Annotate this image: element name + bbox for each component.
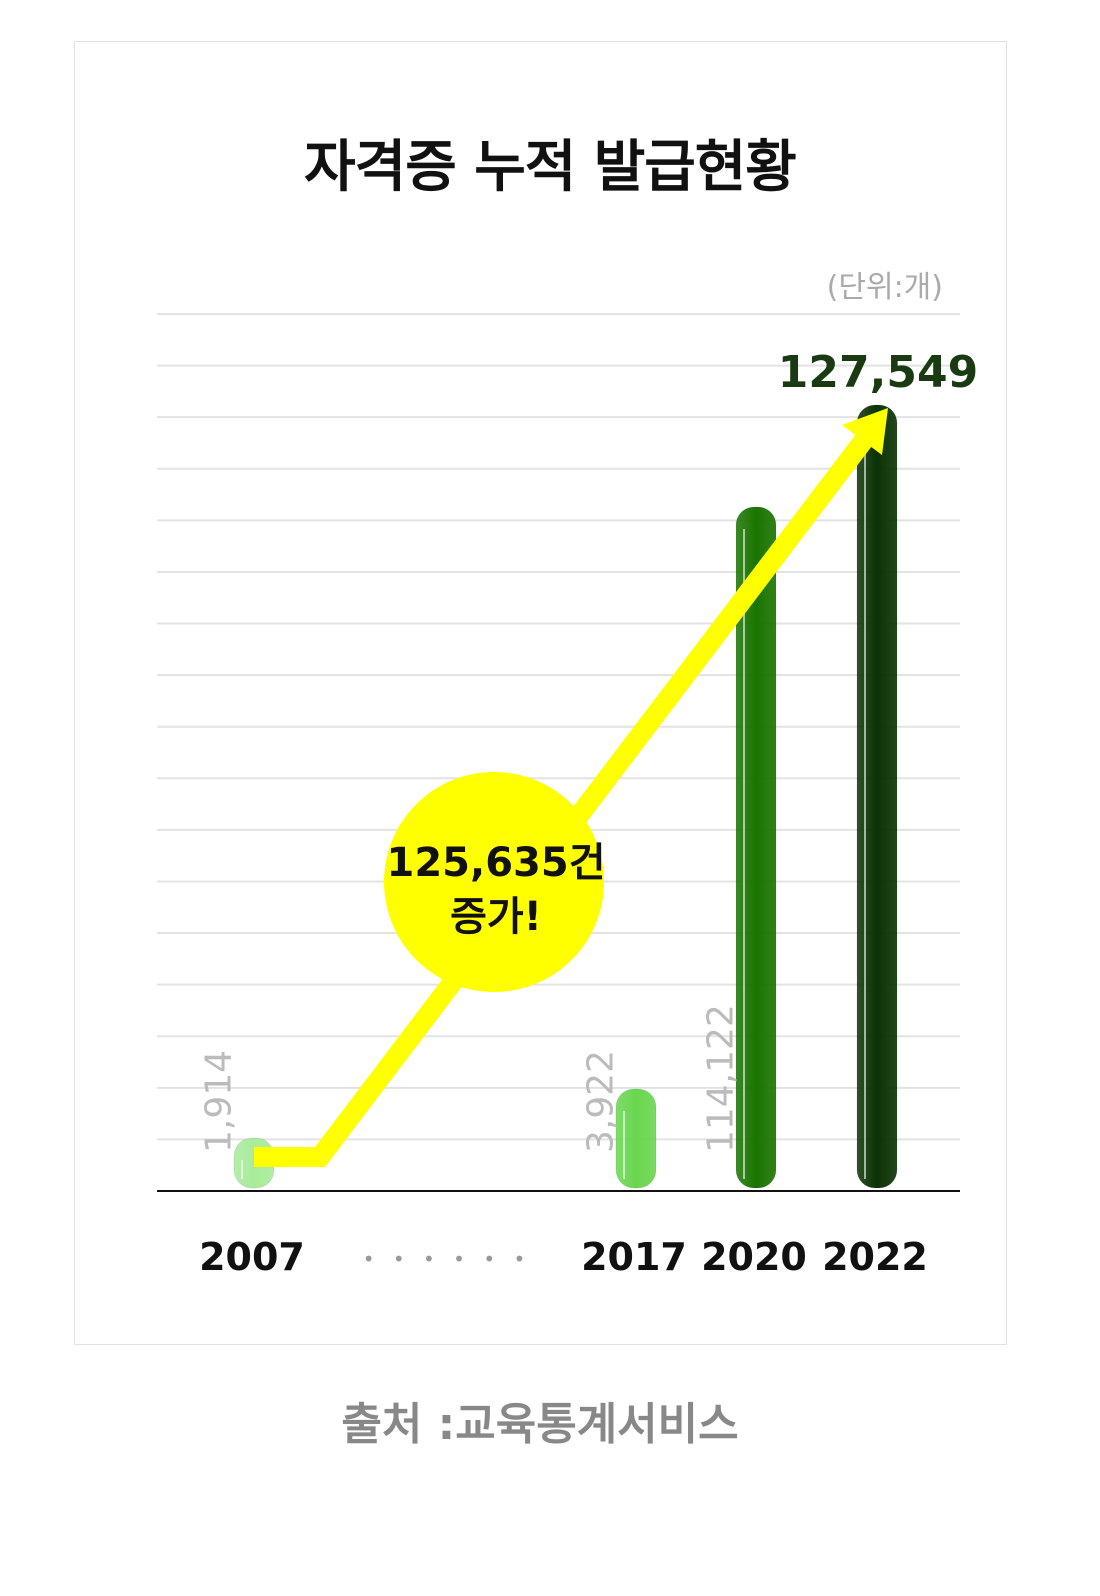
bar-2022: [856, 404, 898, 1189]
value-label: 114,122: [701, 1004, 742, 1153]
bar-2020: [735, 506, 777, 1189]
chart-card: [74, 41, 1007, 1345]
value-label: 3,922: [581, 1050, 622, 1153]
bar-2017: [615, 1088, 657, 1189]
annotation-bubble: [384, 772, 604, 992]
unit-label: (단위:개): [826, 270, 943, 305]
annotation-line2: 증가!: [450, 894, 542, 940]
x-tick-label: 2020: [701, 1235, 807, 1279]
x-tick-label: 2022: [822, 1235, 928, 1279]
x-tick-label: 2017: [581, 1235, 687, 1279]
trend-arrowhead: [842, 408, 888, 455]
source-label: 출처 :교육통계서비스: [341, 1399, 739, 1450]
annotation-line1: 125,635건: [387, 840, 606, 886]
value-label-max: 127,549: [778, 347, 978, 398]
chart-title: 자격증 누적 발급현황: [304, 135, 797, 200]
trend-arrow-line: [254, 425, 878, 1167]
value-label: 1,914: [199, 1050, 240, 1153]
x-tick-label: 2007: [199, 1235, 305, 1279]
gap-marker: • • • • • •: [363, 1247, 532, 1271]
